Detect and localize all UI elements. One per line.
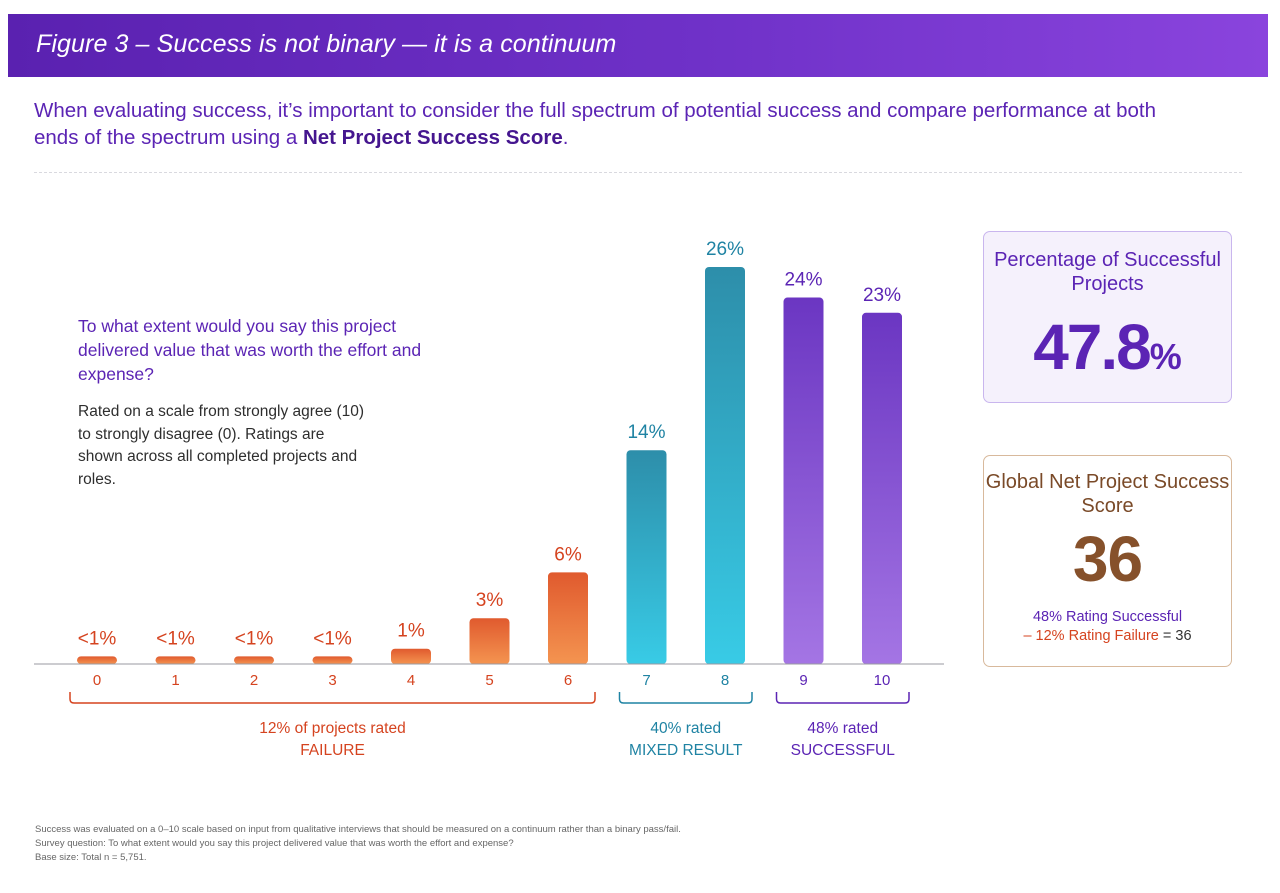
bar-0 [77, 656, 117, 664]
bar-value-label-0: <1% [78, 628, 117, 649]
bar-1 [155, 656, 196, 664]
group-bracket-mixed [618, 692, 753, 704]
x-tick-label-7: 7 [642, 672, 650, 689]
rating-note: Rated on a scale from strongly agree (10… [78, 403, 365, 488]
kpi-nps-result-text: = 36 [1158, 628, 1192, 644]
group-bracket-failure [69, 692, 596, 704]
bar-value-label-10: 23% [863, 285, 901, 306]
bar-6 [548, 572, 588, 664]
footnote-3: Base size: Total n = 5,751. [35, 852, 147, 863]
group-bracket-successful [775, 692, 910, 704]
x-tick-label-9: 9 [799, 672, 807, 689]
kpi-success-value: 47.8% [984, 310, 1231, 384]
figure-title: Figure 3 – Success is not binary — it is… [36, 30, 617, 58]
bar-10 [862, 312, 902, 664]
dashed-divider [34, 172, 1242, 173]
intro-text: When evaluating success, it’s important … [34, 97, 1194, 151]
header-bar: Figure 3 – Success is not binary — it is… [8, 14, 1268, 77]
kpi-nps-failure-line: – 12% Rating Failure = 36 [984, 628, 1231, 644]
x-tick-label-4: 4 [407, 672, 415, 689]
intro-text-start: When evaluating success, it’s important … [34, 99, 1157, 149]
intro-text-end: . [562, 126, 569, 149]
x-tick-label-8: 8 [721, 672, 729, 689]
group-label-successful-line1: 48% rated [807, 720, 878, 737]
bar-value-label-3: <1% [313, 628, 352, 649]
intro-text-bold: Net Project Success Score [302, 126, 563, 149]
bar-value-label-4: 1% [397, 621, 425, 642]
x-tick-label-0: 0 [93, 672, 101, 689]
x-tick-label-3: 3 [328, 672, 336, 689]
kpi-nps-successful-line: 48% Rating Successful [1032, 609, 1183, 625]
kpi-card-successful: Percentage of Successful Projects 47.8% [983, 231, 1232, 403]
bar-value-label-5: 3% [476, 590, 504, 611]
bar-chart: <1% 0 <1% 1 <1% 2 <1% 3 1% 4 3% 5 6% 6 14% 7 26% 8 24% 9 23%… [34, 239, 944, 759]
bar-9 [783, 297, 824, 664]
bar-value-label-2: <1% [235, 628, 274, 649]
kpi-success-unit: % [1149, 336, 1182, 377]
x-tick-label-5: 5 [485, 672, 493, 689]
bar-7 [626, 450, 667, 664]
x-tick-label-2: 2 [250, 672, 258, 689]
x-tick-label-10: 10 [874, 672, 891, 689]
kpi-nps-title: Global Net Project Success Score [985, 471, 1230, 517]
bar-value-label-7: 14% [627, 422, 665, 443]
group-label-failure-line1: 12% of projects rated [259, 720, 405, 737]
kpi-success-number: 47.8 [1033, 311, 1152, 383]
group-label-successful-line2: SUCCESSFUL [791, 742, 896, 759]
bar-value-label-8: 26% [706, 239, 744, 260]
bar-4 [391, 648, 431, 664]
bar-value-label-9: 24% [784, 270, 822, 291]
kpi-success-title: Percentage of Successful Projects [994, 249, 1221, 295]
survey-question: To what extent would you say this projec… [78, 316, 422, 384]
kpi-card-net-score: Global Net Project Success Score 36 48% … [983, 455, 1232, 667]
group-label-mixed-line2: MIXED RESULT [629, 742, 743, 759]
bar-2 [234, 656, 274, 664]
group-label-failure-line2: FAILURE [300, 742, 365, 759]
bar-3 [312, 656, 353, 664]
footnote-2: Survey question: To what extent would yo… [35, 838, 514, 849]
bar-8 [705, 267, 745, 664]
kpi-nps-failure-text: – 12% Rating Failure [1023, 628, 1159, 644]
kpi-nps-value: 36 [1072, 523, 1143, 595]
footnote-1: Success was evaluated on a 0–10 scale ba… [35, 824, 681, 835]
bar-value-label-6: 6% [554, 544, 582, 565]
footnotes: Success was evaluated on a 0–10 scale ba… [35, 823, 1135, 865]
group-label-mixed-line1: 40% rated [650, 720, 721, 737]
x-tick-label-1: 1 [171, 672, 179, 689]
x-tick-label-6: 6 [564, 672, 572, 689]
bar-value-label-1: <1% [156, 628, 195, 649]
bar-5 [469, 618, 510, 664]
